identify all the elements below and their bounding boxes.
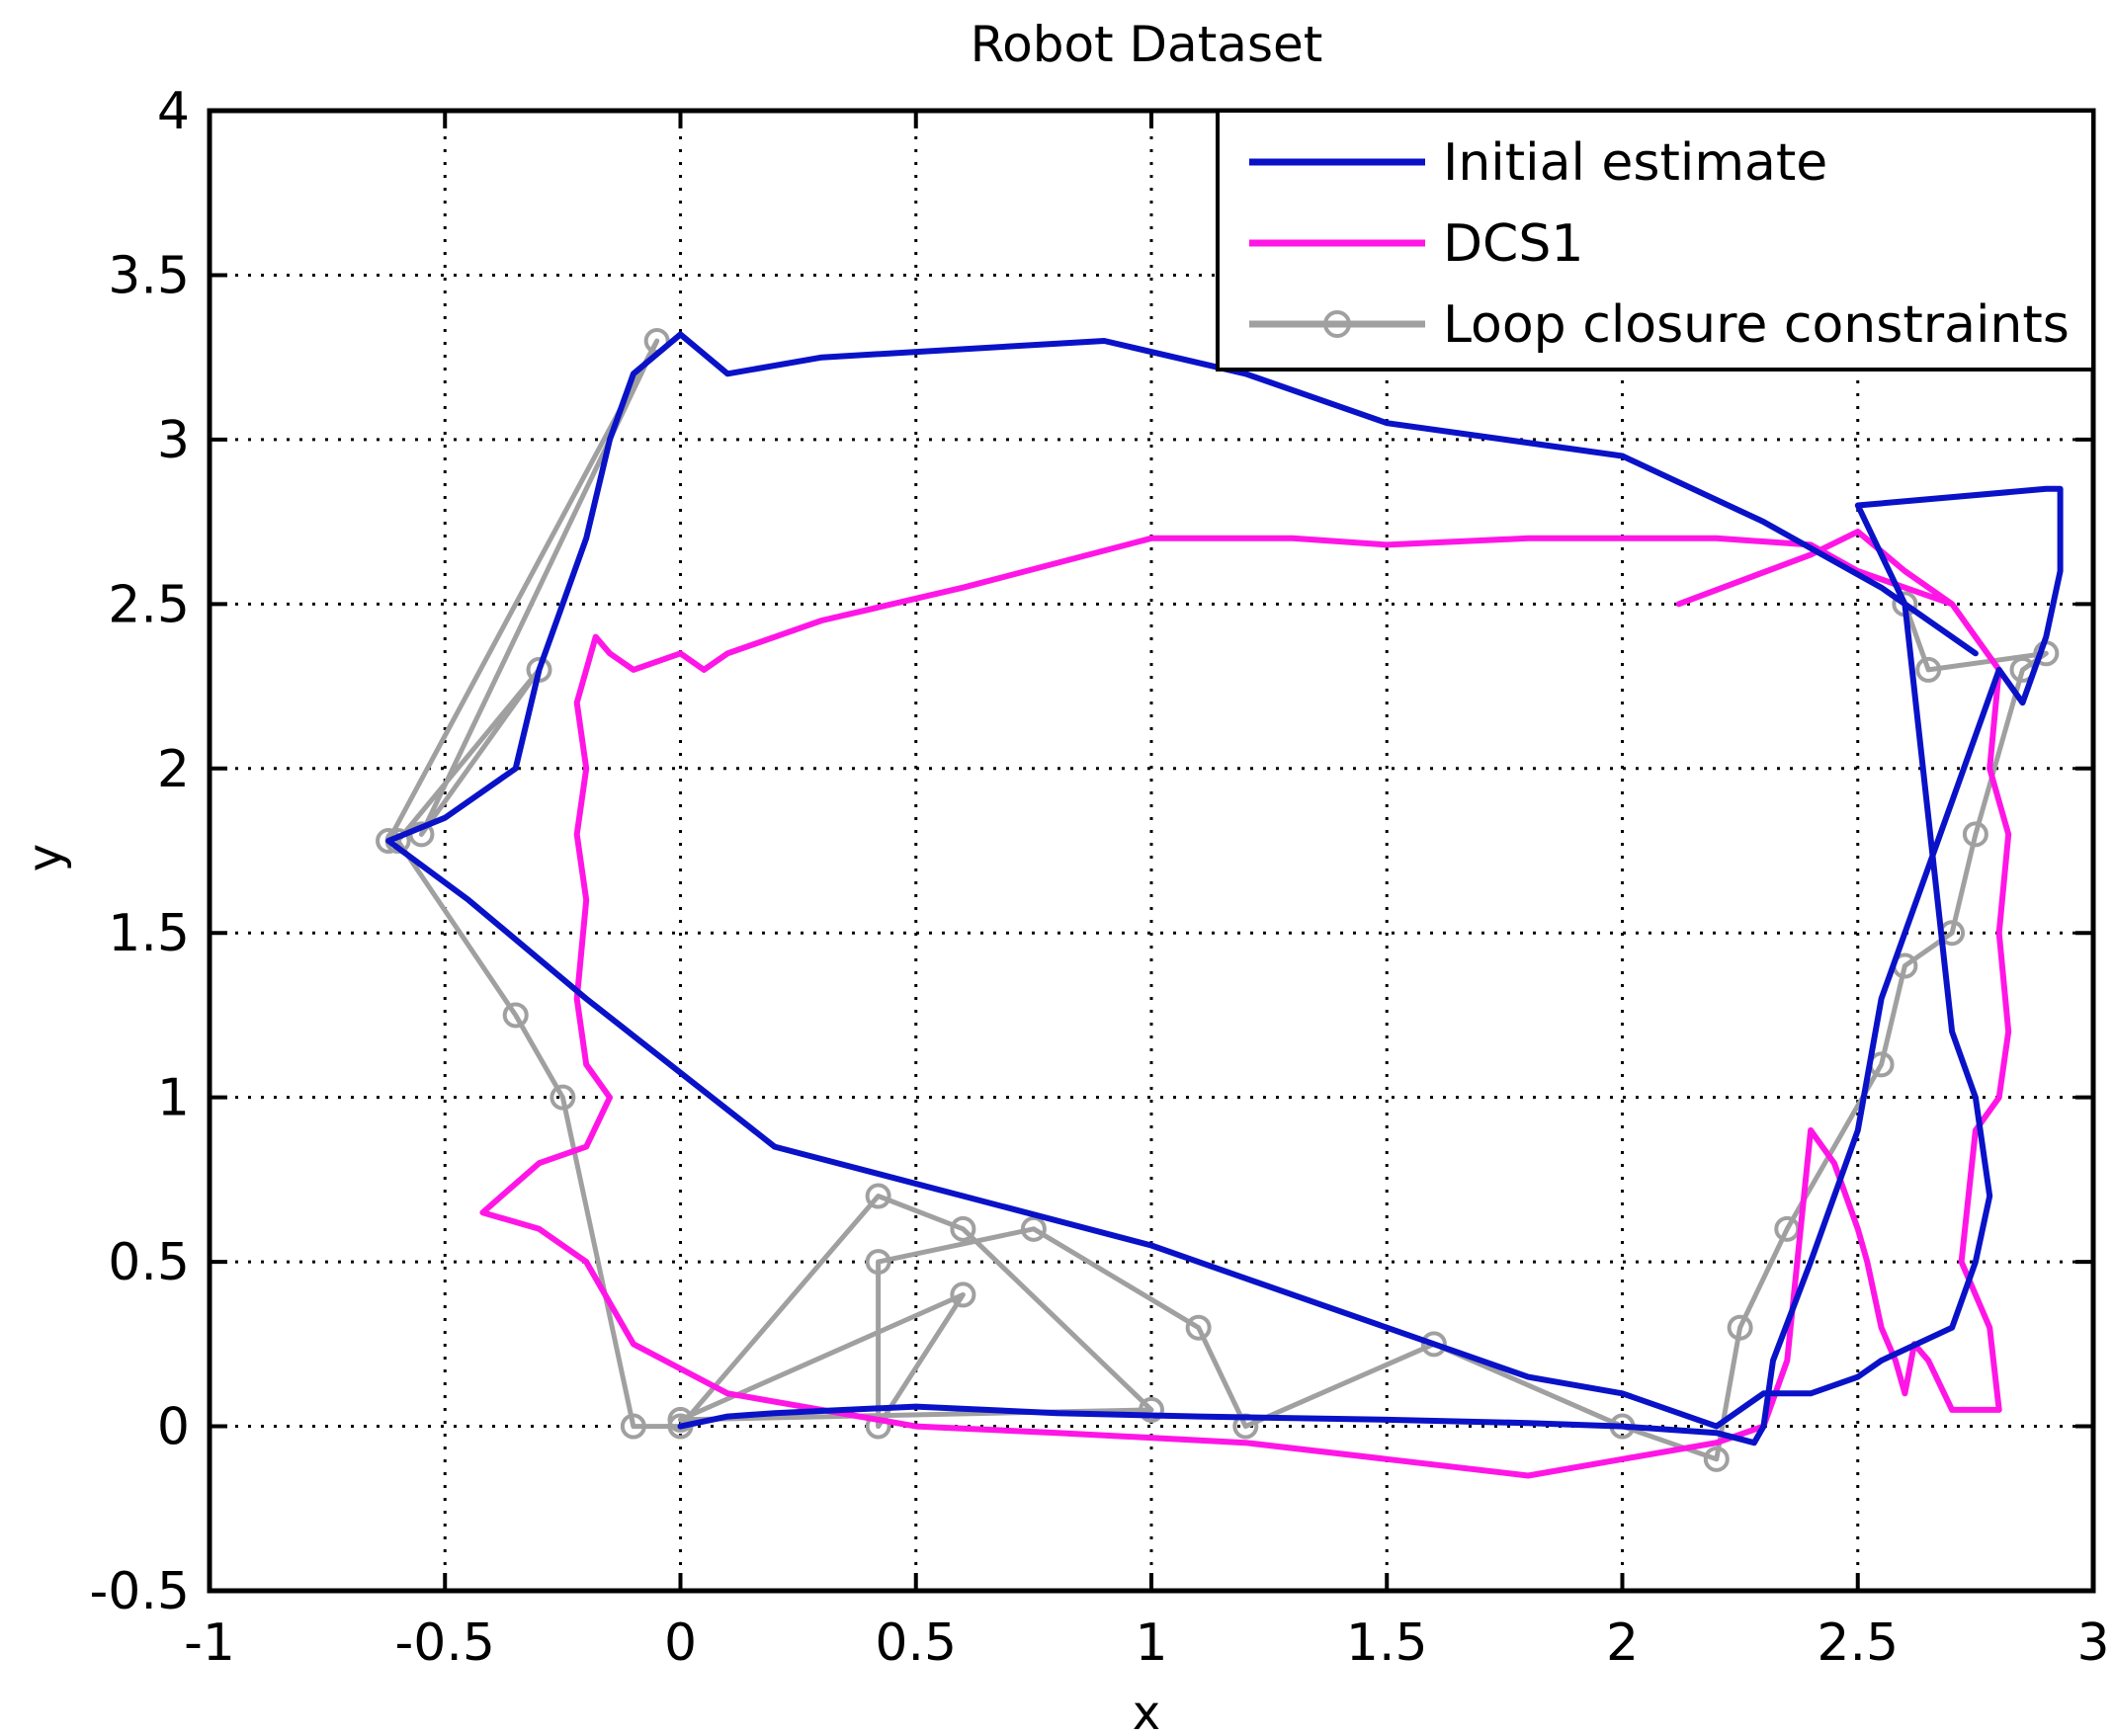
constraint-point-marker: [1185, 1314, 1212, 1341]
constraint-point-marker: [1420, 1331, 1447, 1358]
y-tick-label: 3: [157, 411, 190, 470]
constraint-point-marker: [620, 1413, 646, 1440]
y-tick-label: -0.5: [90, 1562, 190, 1621]
constraint-point-marker: [1139, 1396, 1164, 1423]
constraint-point-marker: [865, 1183, 891, 1209]
x-tick-label: 1.5: [1346, 1613, 1428, 1673]
x-tick-label: -1: [184, 1613, 235, 1673]
legend-label: DCS1: [1443, 214, 1583, 274]
x-tick-label: 1: [1135, 1613, 1167, 1673]
constraint-point-marker: [1020, 1215, 1047, 1242]
x-tick-label: 0: [664, 1613, 697, 1673]
y-tick-label: 4: [157, 82, 190, 141]
constraint-point-marker: [1727, 1314, 1753, 1341]
y-tick-label: 0.5: [108, 1233, 190, 1292]
constraint-point-marker: [1915, 656, 1942, 683]
constraint-point-marker: [865, 1413, 891, 1440]
y-axis-label: y: [18, 844, 73, 871]
legend-label: Loop closure constraints: [1443, 295, 2070, 355]
constraint-point-marker: [502, 1002, 529, 1029]
x-tick-label: 0.5: [875, 1613, 957, 1673]
chart-title: Robot Dataset: [971, 16, 1323, 73]
constraint-point-marker: [865, 1249, 891, 1276]
legend-marker: [1323, 310, 1351, 338]
series-layer: [376, 328, 2064, 1479]
x-tick-label: 3: [2076, 1613, 2109, 1673]
x-axis-label: x: [1133, 1686, 1160, 1736]
y-tick-label: 1.5: [108, 904, 190, 963]
constraint-point-marker: [667, 1406, 694, 1433]
series-line-dcs1: [479, 529, 2012, 1479]
y-tick-label: 1: [157, 1069, 190, 1128]
constraint-point-marker: [950, 1215, 976, 1242]
x-tick-label: 2.5: [1817, 1613, 1899, 1673]
x-tick-label: 2: [1606, 1613, 1639, 1673]
legend: Initial estimate DCS1 Loop closure constra…: [1216, 109, 2095, 372]
constraint-point-marker: [1962, 821, 1988, 848]
y-tick-label: 2: [157, 740, 190, 799]
legend-label: Initial estimate: [1443, 133, 1827, 193]
constraint-point-marker: [376, 828, 402, 855]
y-tick-label: 3.5: [108, 246, 190, 305]
x-tick-label: -0.5: [395, 1613, 495, 1673]
constraint-point-marker: [550, 1084, 576, 1111]
constraint-point-marker: [950, 1281, 976, 1308]
constraint-point-marker: [1703, 1446, 1730, 1472]
y-tick-label: 0: [157, 1398, 190, 1457]
series-line-initial-estimate: [385, 331, 2064, 1447]
y-tick-label: 2.5: [108, 575, 190, 634]
